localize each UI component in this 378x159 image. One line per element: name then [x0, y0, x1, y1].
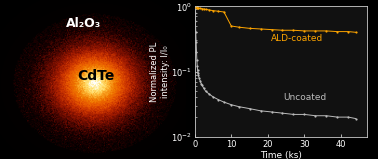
Point: [194, 59, 200, 61]
Point: [353, 31, 359, 34]
Point: [194, 65, 200, 68]
Point: [353, 117, 359, 120]
Point: [215, 10, 222, 13]
Text: Uncoated: Uncoated: [283, 93, 326, 102]
Point: [221, 11, 227, 13]
Point: [235, 26, 242, 28]
Point: [312, 30, 318, 32]
Point: [279, 112, 285, 114]
Point: [193, 41, 199, 44]
Text: CdTe: CdTe: [77, 69, 115, 83]
Point: [196, 77, 202, 79]
X-axis label: Time (ks): Time (ks): [260, 151, 302, 159]
Point: [290, 29, 296, 31]
Point: [301, 30, 307, 32]
Point: [203, 8, 209, 11]
Point: [195, 7, 201, 9]
Point: [257, 28, 263, 30]
Point: [192, 6, 198, 8]
Point: [268, 28, 274, 31]
Point: [194, 51, 200, 53]
Point: [235, 105, 242, 108]
Point: [312, 114, 318, 117]
Point: [335, 116, 341, 118]
Point: [195, 7, 201, 9]
Point: [195, 69, 201, 71]
Point: [197, 7, 203, 10]
Point: [206, 9, 212, 11]
Point: [198, 83, 204, 85]
Point: [194, 6, 200, 9]
Point: [210, 9, 216, 12]
Point: [301, 113, 307, 116]
Point: [345, 30, 352, 33]
Point: [193, 31, 199, 34]
Point: [279, 29, 285, 31]
Point: [193, 6, 199, 8]
Point: [192, 11, 198, 14]
Point: [324, 30, 330, 32]
Point: [345, 116, 352, 118]
Point: [290, 113, 296, 116]
Point: [199, 7, 205, 10]
Point: [257, 110, 263, 112]
Point: [199, 84, 205, 86]
Point: [206, 93, 212, 95]
Text: Al₂O₃: Al₂O₃: [66, 17, 101, 30]
Point: [192, 20, 198, 22]
Point: [246, 27, 253, 30]
Point: [201, 87, 207, 90]
Point: [324, 114, 330, 117]
Point: [228, 104, 234, 106]
Point: [192, 5, 198, 8]
Point: [195, 72, 201, 74]
Point: [201, 8, 207, 10]
Point: [192, 5, 198, 8]
Y-axis label: Normalized PL
intensity: I/I₀: Normalized PL intensity: I/I₀: [150, 41, 170, 102]
Point: [228, 25, 234, 27]
Point: [210, 96, 216, 98]
Point: [197, 80, 203, 82]
Point: [335, 30, 341, 33]
Point: [246, 107, 253, 110]
Text: ALD-coated: ALD-coated: [271, 34, 323, 43]
Point: [203, 90, 209, 92]
Point: [215, 98, 222, 101]
Point: [221, 101, 227, 103]
Point: [195, 74, 201, 76]
Point: [268, 111, 274, 113]
